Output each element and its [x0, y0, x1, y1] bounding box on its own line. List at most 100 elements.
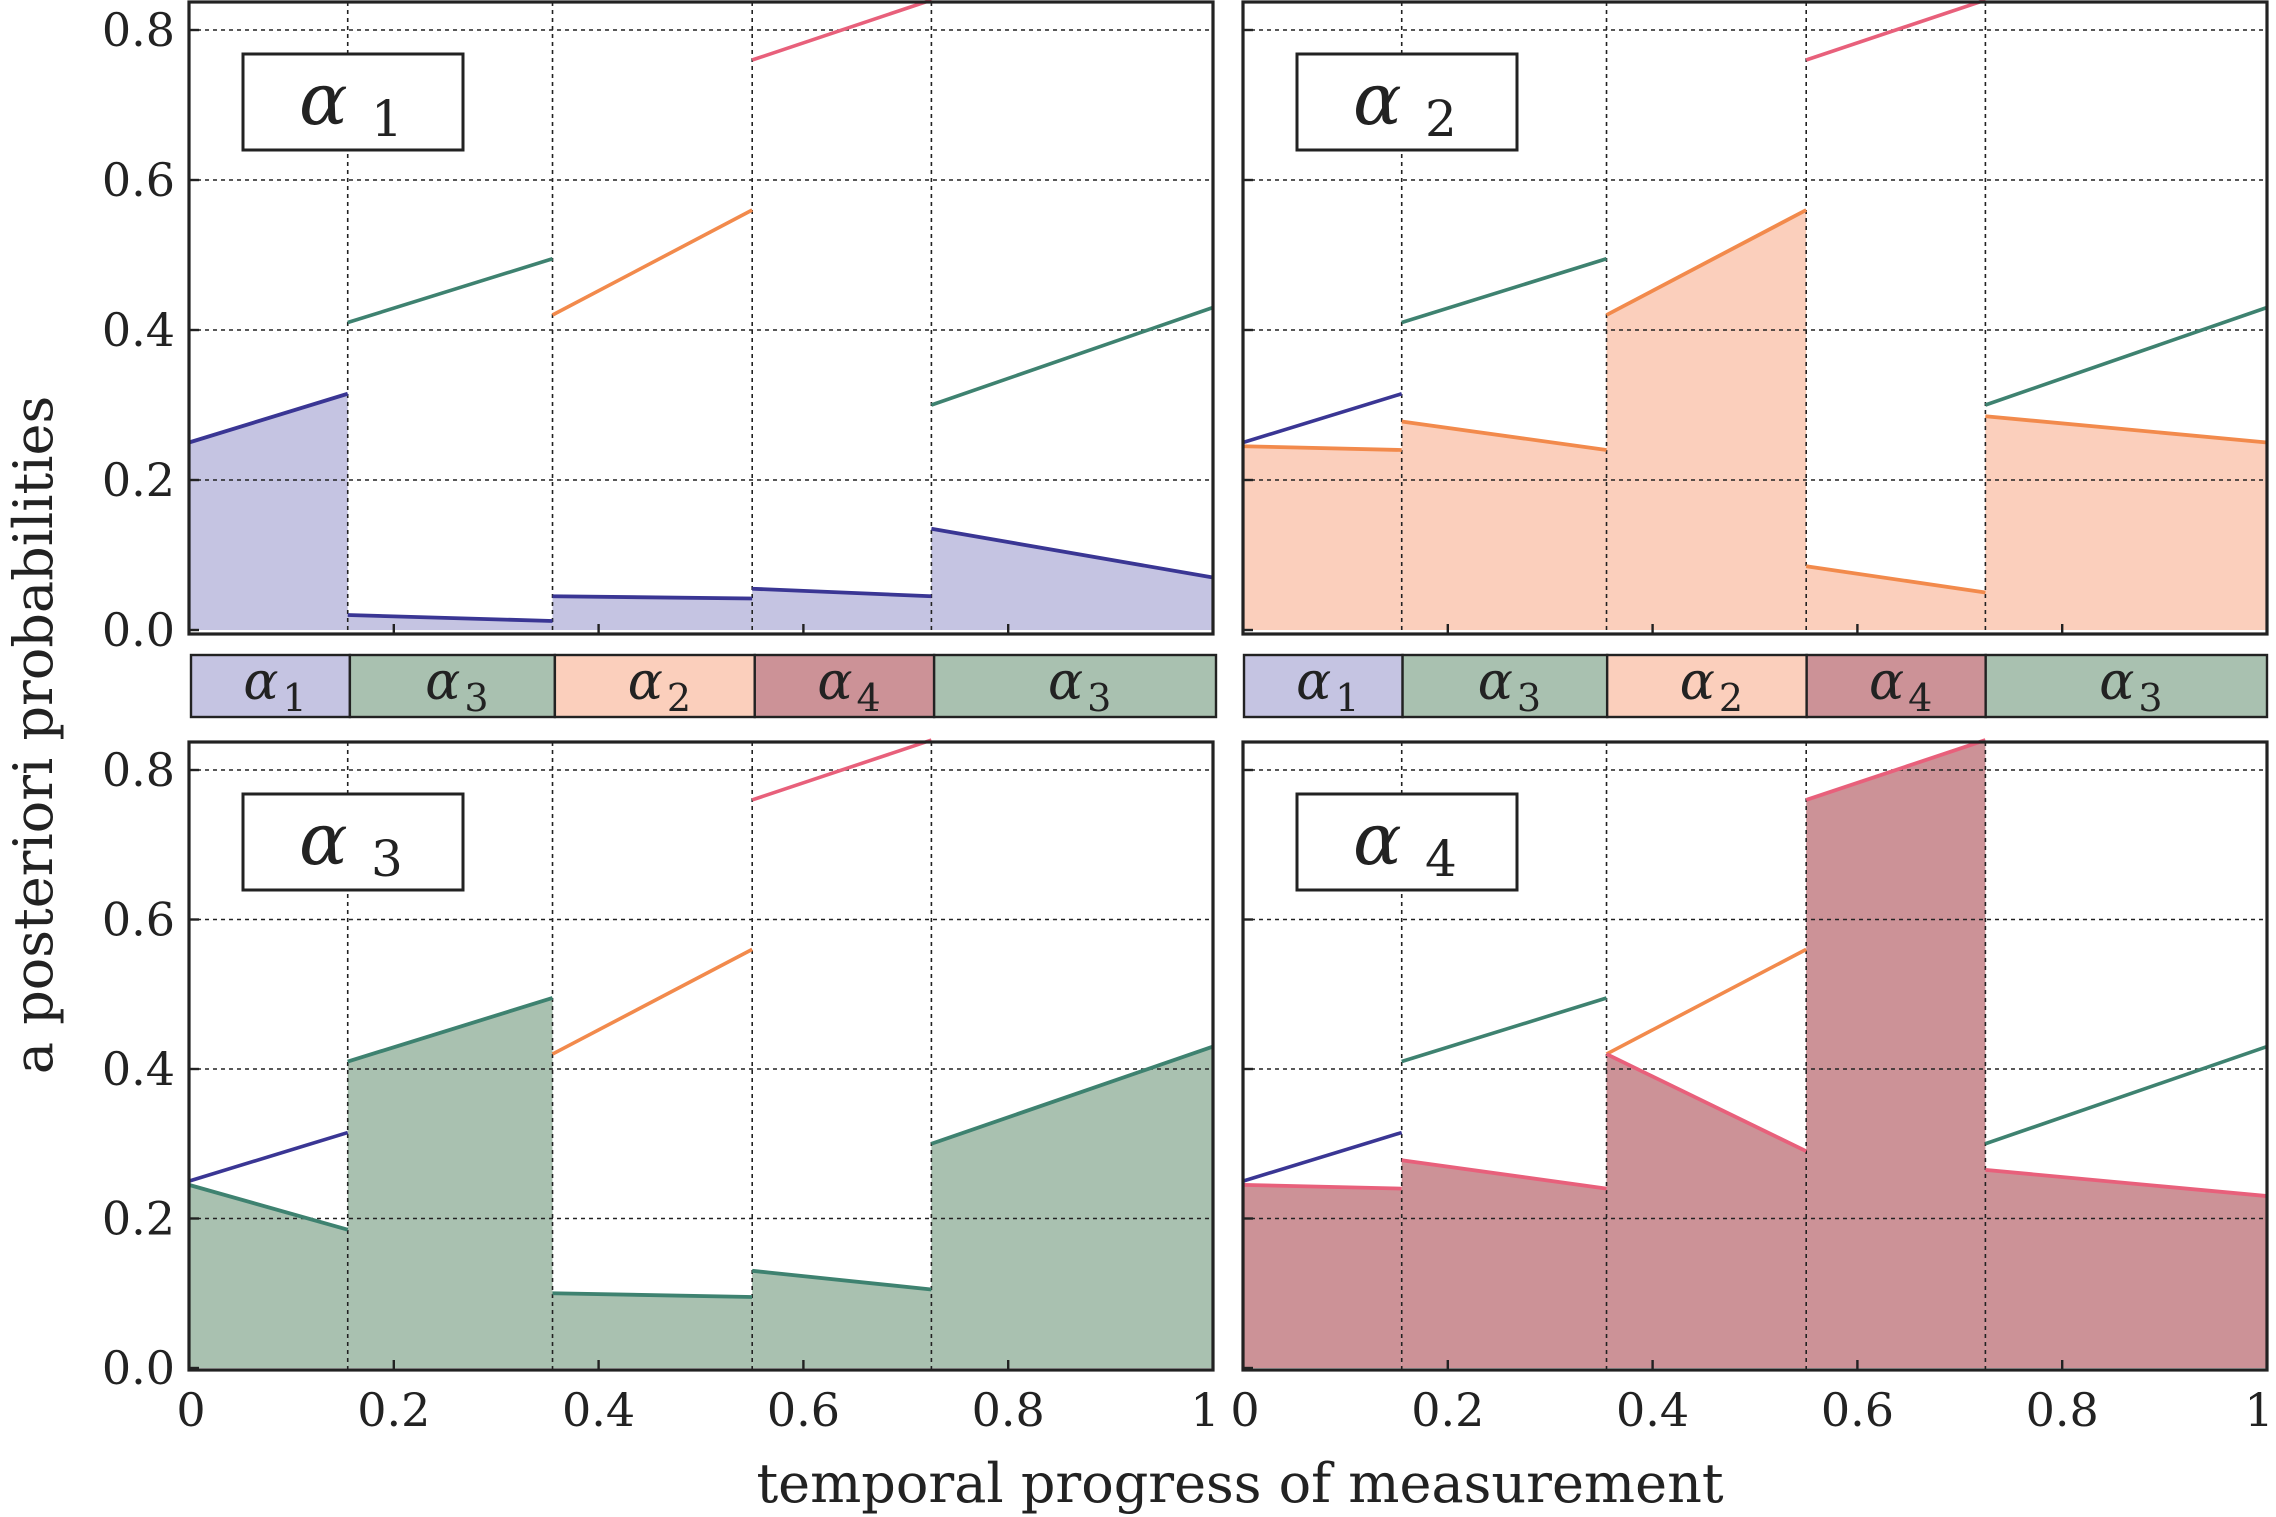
- alpha2-max-line-2: [1401, 257, 1608, 325]
- class-bar-symbol: α: [1478, 652, 1513, 712]
- class-bar-symbol: α: [2099, 652, 2134, 712]
- x-tick-label: 1: [2244, 1383, 2273, 1437]
- x-axis-title: temporal progress of measurement: [756, 1452, 1723, 1515]
- alpha2-area-segment-1: [1243, 446, 1402, 630]
- class-bar-cell-alpha2: [1605, 653, 1808, 719]
- alpha3-line-segment-4: [752, 1268, 932, 1292]
- alpha4-line-segment-5: [1985, 1168, 2268, 1198]
- class-bar-cell-alpha3: [348, 653, 557, 719]
- x-tick-label: 0.8: [2026, 1383, 2099, 1437]
- y-tick-label: 0.2: [102, 1192, 175, 1246]
- alpha4-frame: [1241, 740, 2269, 1372]
- alpha3-area-segment-4: [752, 1270, 932, 1368]
- y-tick-label: 0.6: [102, 153, 175, 207]
- alpha1-line-segment-2: [347, 613, 553, 623]
- class-bar-symbol: α: [1869, 652, 1904, 712]
- alpha3-area-segment-2: [347, 997, 553, 1368]
- alpha3-frame: [187, 740, 1215, 1372]
- alpha1-max-line-3: [551, 208, 754, 317]
- alpha2-line-segment-3: [1605, 208, 1808, 317]
- alpha1-line-segment-3: [552, 594, 753, 601]
- class-bar-index: 2: [1719, 676, 1743, 720]
- alpha2-label-box: [1295, 52, 1519, 152]
- alpha2-line-segment-5: [1985, 414, 2268, 445]
- y-tick-label: 0.8: [102, 743, 175, 797]
- class-bar-index: 3: [464, 676, 488, 720]
- alpha4-max-line-2: [1401, 996, 1608, 1064]
- alpha2-line-segment-1: [1242, 444, 1402, 452]
- alpha3-area-segment-3: [552, 1293, 753, 1368]
- panels-layer: 0.00.20.40.60.8α 1 α 20.00.20.40.60.80 0.2 0.…: [102, 0, 2274, 1437]
- class-bar-cell-alpha4: [1805, 653, 1987, 719]
- alpha2-max-line-5: [1984, 305, 2268, 407]
- class-bar-index: 3: [1087, 676, 1111, 720]
- alpha4-area-segment-5: [1985, 1169, 2267, 1368]
- class-bar-symbol: α: [1296, 652, 1331, 712]
- y-tick-label: 0.4: [102, 1042, 175, 1096]
- alpha1-area-segment-3: [552, 596, 753, 630]
- alpha2-label-symbol: α: [1353, 57, 1402, 141]
- alpha1-area-segment-1: [189, 393, 348, 630]
- alpha4-area-segment-4: [1806, 740, 1986, 1368]
- alpha4-label-symbol: α: [1353, 797, 1402, 881]
- alpha4-max-line-3: [1605, 947, 1808, 1056]
- class-bar-index: 3: [2138, 676, 2162, 720]
- panel-alpha3: 0.0 0.2 0.4 0.6 0.8 0 0.2 0.4 0.6 0.8 1 α 3: [102, 738, 1220, 1437]
- alpha3-line-segment-1: [188, 1183, 349, 1232]
- y-tick-label: 0.0: [102, 603, 175, 657]
- class-bar-index: 3: [1517, 676, 1541, 720]
- alpha4-line-segment-1: [1242, 1182, 1402, 1191]
- alpha3-line-segment-3: [552, 1291, 753, 1299]
- class-bar-cell-alpha4: [753, 653, 936, 719]
- alpha2-line-segment-2: [1401, 419, 1607, 452]
- x-tick-label: 0.2: [357, 1383, 430, 1437]
- class-bar-cell-alpha3: [932, 653, 1218, 719]
- alpha4-line-segment-4: [1805, 738, 1987, 802]
- alpha2-area-segment-4: [1806, 566, 1986, 630]
- alpha1-area-segment-2: [347, 615, 553, 630]
- x-tick-label: 1: [1190, 1383, 1219, 1437]
- alpha1-max-line-4: [751, 0, 932, 62]
- class-bar-symbol: α: [1680, 652, 1715, 712]
- alpha4-label-box: [1295, 792, 1519, 892]
- alpha3-grid: [189, 742, 1213, 1370]
- alpha4-grid: [1243, 742, 2267, 1370]
- class-bar-symbol: α: [1048, 652, 1083, 712]
- class-bar-index: 2: [667, 676, 691, 720]
- alpha4-label-index: 4: [1425, 830, 1457, 888]
- class-bar-index: 4: [1908, 676, 1932, 720]
- alpha2-max-line-4: [1805, 0, 1986, 62]
- class-bar-index: 4: [856, 676, 880, 720]
- x-tick-label: 0.4: [562, 1383, 635, 1437]
- alpha3-max-line-4: [751, 738, 932, 802]
- y-tick-label: 0.8: [102, 3, 175, 57]
- alpha3-area-segment-1: [189, 1184, 348, 1368]
- x-tick-label: 0: [176, 1383, 205, 1437]
- alpha3-line-segment-5: [930, 1044, 1214, 1146]
- y-tick-label: 0.2: [102, 453, 175, 507]
- class-bar-cell-alpha2: [553, 653, 756, 719]
- alpha2-grid: [1243, 2, 2267, 634]
- x-tick-label: 0.6: [767, 1383, 840, 1437]
- alpha4-area-segment-3: [1606, 1054, 1807, 1368]
- alpha2-area-segment-2: [1401, 421, 1607, 630]
- y-tick-label: 0.0: [102, 1341, 175, 1395]
- alpha3-line-segment-2: [347, 996, 554, 1064]
- alpha1-max-line-2: [347, 257, 554, 325]
- y-tick-label: 0.4: [102, 303, 175, 357]
- x-tick-label: 0: [1230, 1383, 1259, 1437]
- alpha2-max-line-1: [1242, 392, 1403, 445]
- panel-alpha1: 0.0 0.2 0.4 0.6 0.8 α 1: [102, 0, 1215, 657]
- alpha1-area-segment-5: [931, 528, 1213, 630]
- alpha3-label-symbol: α: [299, 797, 348, 881]
- alpha1-max-line-5: [930, 305, 1214, 407]
- panel-alpha4: 0 0.2 0.4 0.6 0.8 1 α 4: [1230, 738, 2274, 1437]
- alpha4-line-segment-3: [1605, 1052, 1808, 1153]
- x-tick-label: 0.6: [1821, 1383, 1894, 1437]
- class-bar-cell-alpha1: [1242, 653, 1404, 719]
- x-tick-label: 0.4: [1616, 1383, 1689, 1437]
